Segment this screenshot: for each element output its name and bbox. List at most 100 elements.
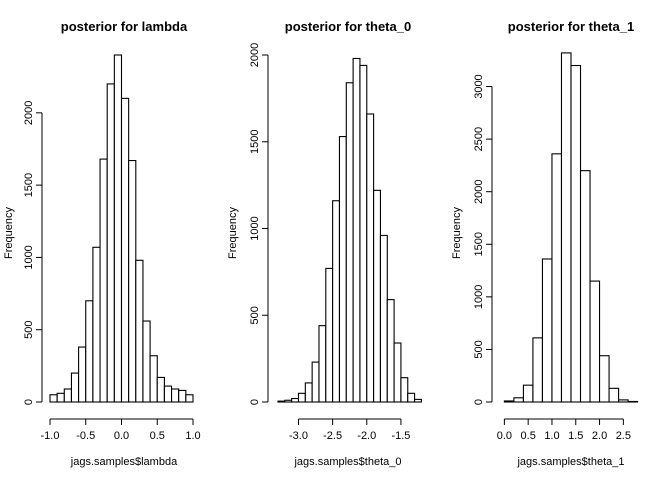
y-tick-label: 2500 <box>473 127 485 151</box>
histogram-bar <box>304 382 313 403</box>
histogram-bar <box>379 234 388 403</box>
histogram-bars <box>503 52 639 403</box>
y-tick-label: 1500 <box>249 130 261 154</box>
histogram-panel-theta-1: posterior for theta_1 jags.samples$theta… <box>451 19 639 468</box>
histogram-bar <box>393 342 402 403</box>
histogram-bar <box>570 64 582 403</box>
x-tick-label: 0.0 <box>114 430 129 442</box>
histogram-bar <box>541 258 553 403</box>
x-tick-label: 1.0 <box>544 430 559 442</box>
y-axis: 0 500 1000 1500 2000 <box>23 101 43 405</box>
histogram-bar <box>627 400 639 403</box>
y-tick-label: 500 <box>249 306 261 324</box>
x-axis-label: jags.samples$theta_1 <box>516 456 624 468</box>
histogram-bar <box>366 113 375 403</box>
histogram-panel-theta-0: posterior for theta_0 jags.samples$theta… <box>227 19 422 468</box>
y-tick-label: 1500 <box>23 173 35 197</box>
x-tick-label: 2.0 <box>592 430 607 442</box>
histogram-bars <box>277 57 422 403</box>
y-tick-label: 2000 <box>249 43 261 67</box>
histogram-bar <box>70 372 80 403</box>
histogram-bar <box>113 54 123 403</box>
histogram-bar <box>608 387 620 403</box>
y-axis: 0 500 1000 1500 2000 <box>249 43 269 405</box>
histogram-bar <box>373 189 381 403</box>
y-tick-label: 500 <box>23 321 35 339</box>
histogram-bar <box>56 392 65 403</box>
histogram-bar <box>407 392 416 403</box>
histogram-bar <box>551 153 563 403</box>
histogram-bar <box>598 355 610 403</box>
histogram-bar <box>78 346 87 403</box>
histogram-bar <box>352 57 361 403</box>
histogram-bar <box>106 83 115 403</box>
chart-title: posterior for theta_1 <box>508 19 634 34</box>
y-axis-label: Frequency <box>451 207 463 259</box>
x-tick-label: 0.5 <box>150 430 165 442</box>
histogram-bar <box>156 376 165 403</box>
histogram-bar <box>589 280 601 403</box>
chart-title: posterior for theta_0 <box>285 19 411 34</box>
histogram-bars <box>49 54 194 403</box>
x-tick-label: 2.5 <box>616 430 631 442</box>
histogram-bar <box>149 355 158 403</box>
histogram-bar <box>345 82 354 403</box>
y-tick-label: 500 <box>473 340 485 358</box>
histogram-bar <box>291 397 300 403</box>
y-tick-label: 2000 <box>473 179 485 203</box>
histogram-bar <box>284 399 293 403</box>
histogram-bar <box>49 394 58 403</box>
y-tick-label: 1000 <box>23 245 35 269</box>
y-tick-label: 0 <box>249 399 261 405</box>
y-tick-label: 0 <box>23 399 35 405</box>
x-tick-label: -3.0 <box>289 430 308 442</box>
histogram-bar <box>318 325 327 403</box>
histogram-bar <box>386 299 395 403</box>
histogram-bar <box>85 300 94 403</box>
y-tick-label: 3000 <box>473 74 485 98</box>
histogram-bar <box>359 64 368 403</box>
y-tick-label: 2000 <box>23 101 35 125</box>
y-tick-label: 1000 <box>249 216 261 240</box>
histogram-bar <box>618 399 629 403</box>
x-axis: 0.0 0.5 1.0 1.5 2.0 2.5 <box>497 418 631 442</box>
histogram-bar <box>142 320 151 403</box>
histogram-bar <box>560 52 572 403</box>
histogram-bar <box>163 385 173 403</box>
x-tick-label: -2.5 <box>323 430 342 442</box>
y-tick-label: 1500 <box>473 232 485 256</box>
y-axis: 0 500 1000 1500 2000 2500 3000 <box>473 74 493 405</box>
histogram-bar <box>513 397 524 403</box>
histogram-bar <box>99 158 108 403</box>
x-tick-label: -2.0 <box>357 430 376 442</box>
histogram-bar <box>171 388 180 403</box>
histogram-bar <box>128 160 137 403</box>
x-axis-label: jags.samples$theta_0 <box>293 456 401 468</box>
histogram-bar <box>522 384 534 403</box>
histogram-bar <box>178 389 187 403</box>
x-tick-label: -1.5 <box>391 430 410 442</box>
x-tick-label: -1.0 <box>41 430 60 442</box>
x-axis: -1.0 -0.5 0.0 0.5 1.0 <box>41 418 201 442</box>
x-axis: -3.0 -2.5 -2.0 -1.5 <box>289 418 410 442</box>
y-axis-label: Frequency <box>227 207 239 259</box>
y-axis-label: Frequency <box>3 207 15 259</box>
histogram-bar <box>297 392 306 403</box>
histogram-bar <box>92 246 101 403</box>
x-tick-label: -0.5 <box>76 430 95 442</box>
histogram-bar <box>311 361 320 403</box>
histogram-bar <box>120 97 130 403</box>
x-tick-label: 1.0 <box>185 430 200 442</box>
histogram-panel-lambda: posterior for lambda jags.samples$lambda… <box>3 19 201 468</box>
x-tick-label: 0.5 <box>521 430 536 442</box>
histogram-bar <box>277 400 286 403</box>
histogram-bar <box>332 200 341 403</box>
histogram-bar <box>338 136 347 403</box>
histogram-bar <box>503 400 515 403</box>
chart-title: posterior for lambda <box>61 19 188 34</box>
x-tick-label: 0.0 <box>497 430 512 442</box>
y-tick-label: 1000 <box>473 285 485 309</box>
histogram-bar <box>579 170 591 403</box>
histogram-bar <box>414 398 422 403</box>
